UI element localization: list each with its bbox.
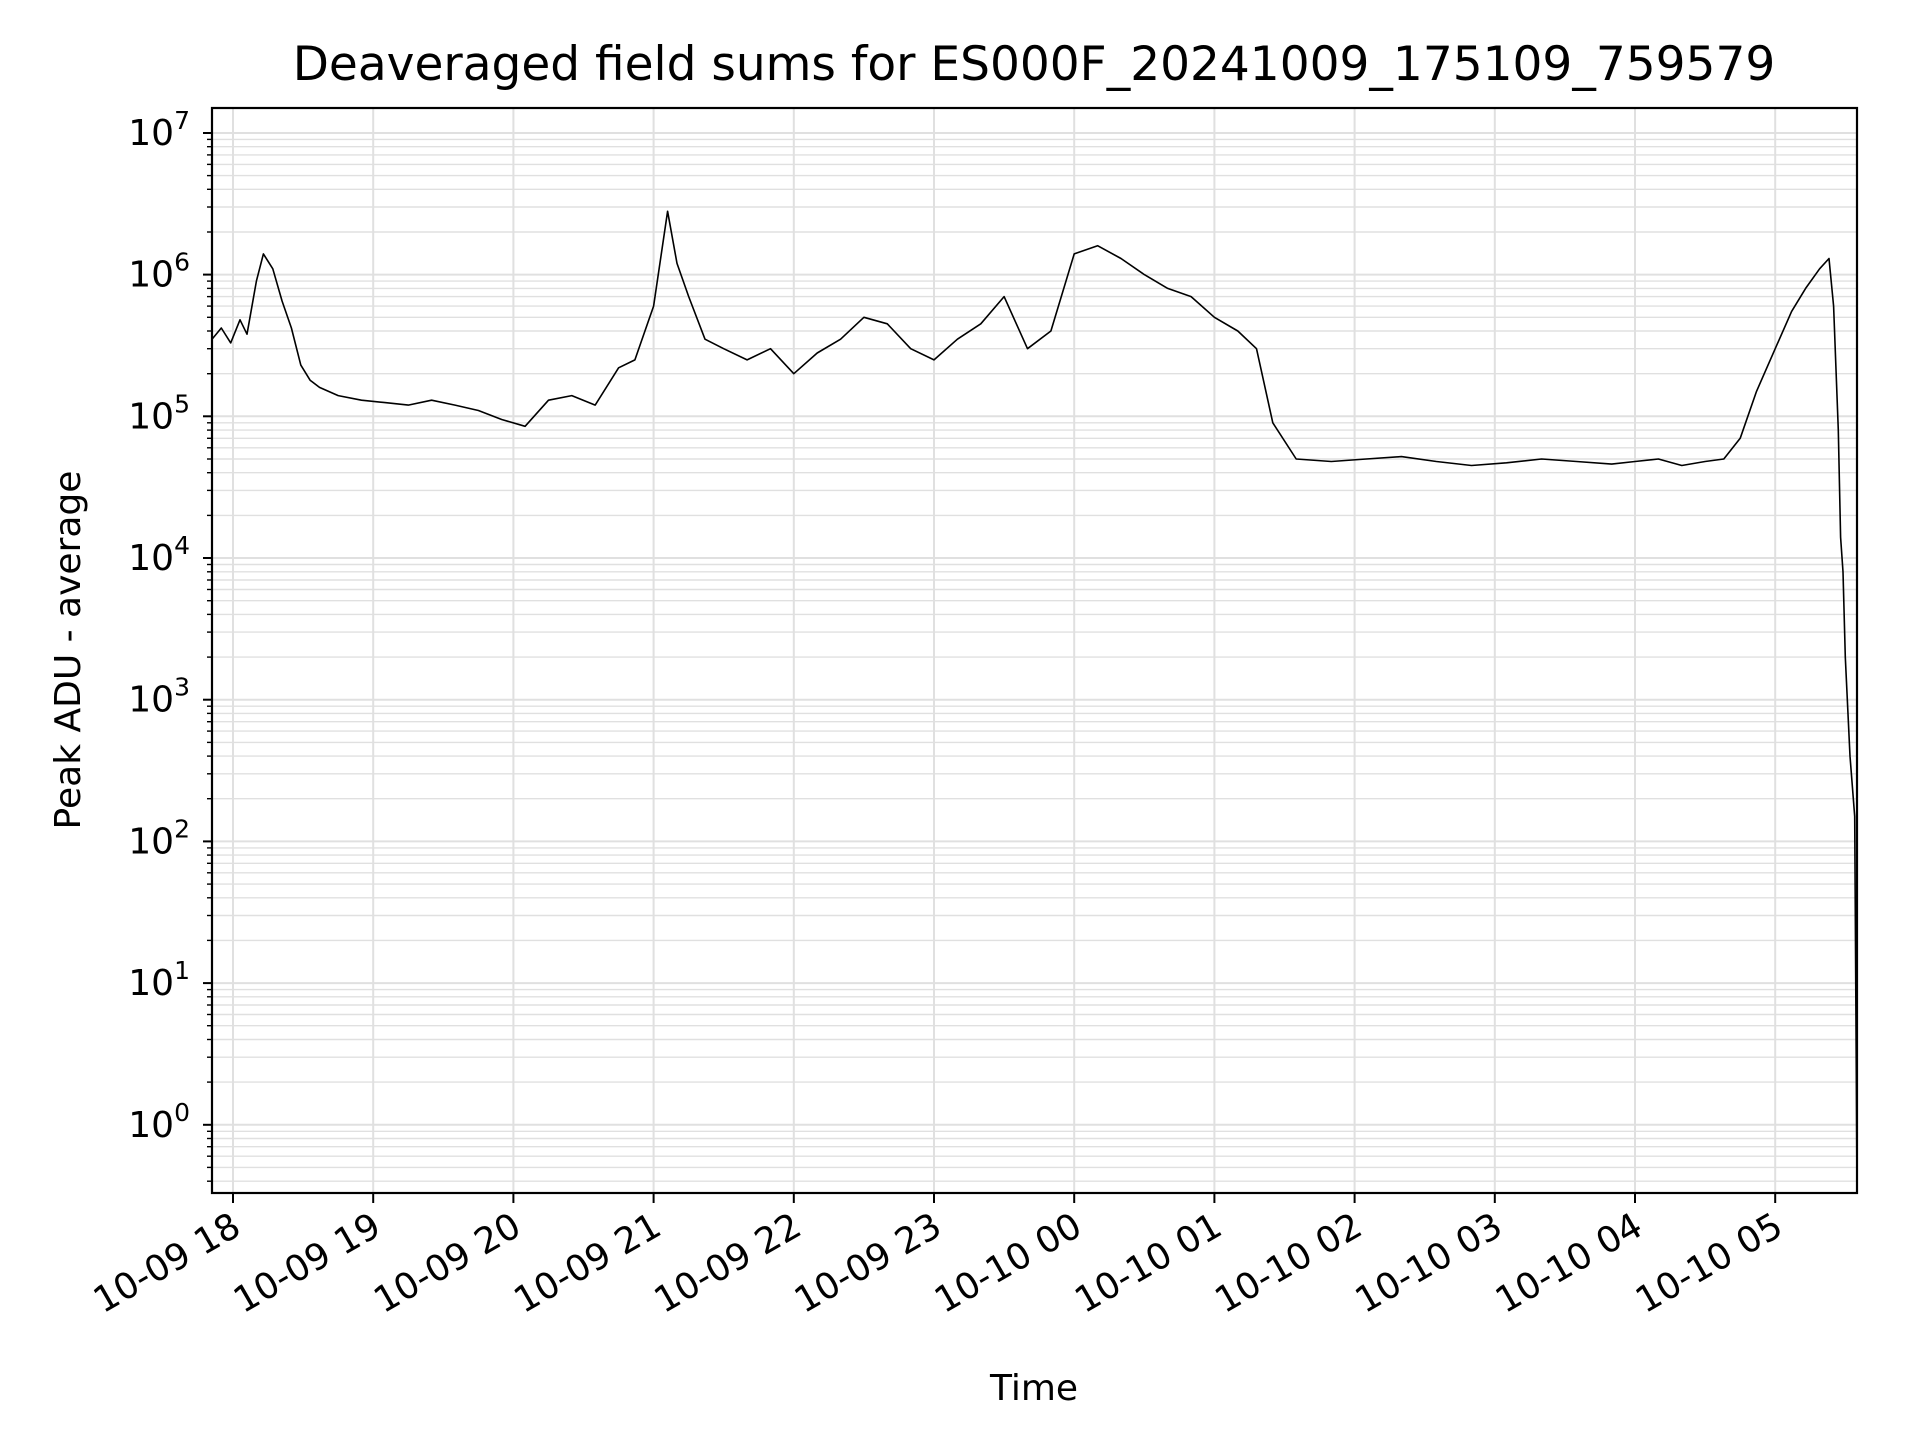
y-tick-label: 106 [128,248,190,296]
y-axis: 100 101 102 103 104 105 106 107 [128,106,212,1182]
y-tick-label: 107 [128,106,190,154]
y-tick-label: 104 [128,531,190,579]
grid-lines [212,108,1857,1193]
y-tick-label: 101 [128,956,190,1004]
y-axis-label: Peak ADU - average [48,471,89,830]
x-axis-label: Time [989,1368,1078,1409]
y-tick-label: 100 [128,1098,190,1146]
y-tick-label: 105 [128,389,190,437]
plot-frame [210,106,1859,1195]
chart-title: Deaveraged field sums for ES000F_2024100… [293,37,1776,92]
data-series [211,210,1858,1190]
y-tick-label: 103 [128,673,190,721]
series-line [211,210,1858,1190]
y-tick-label: 102 [128,814,190,862]
